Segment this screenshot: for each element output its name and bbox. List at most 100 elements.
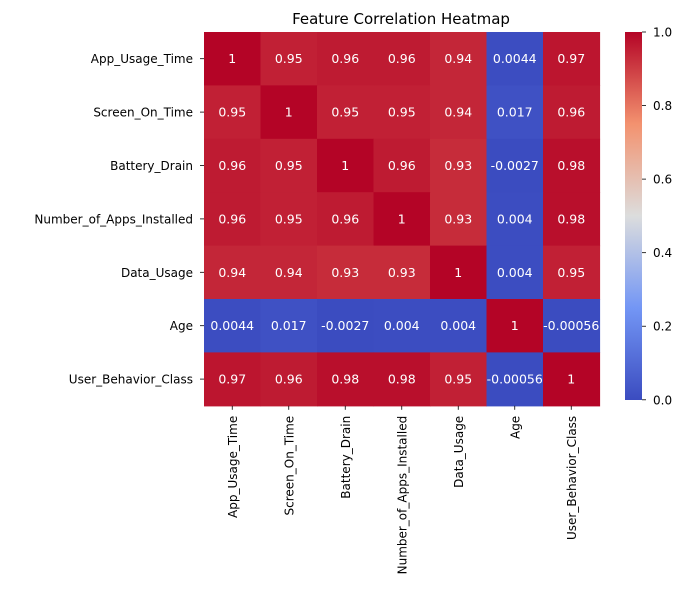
heatmap-cell xyxy=(204,192,262,247)
heatmap-cell xyxy=(486,85,544,140)
heatmap-cell xyxy=(486,138,544,193)
cell-value-label: 0.95 xyxy=(275,158,303,173)
x-tick-label: Screen_On_Time xyxy=(282,416,296,516)
heatmap-cell xyxy=(260,245,318,300)
cell-value-label: 0.96 xyxy=(275,372,303,387)
heatmap-cell xyxy=(260,192,318,247)
cell-value-label: 0.95 xyxy=(275,211,303,226)
heatmap-cell xyxy=(486,352,544,407)
heatmap-cell xyxy=(373,85,431,140)
cell-value-label: 0.95 xyxy=(218,105,246,120)
heatmap-cell xyxy=(543,85,601,140)
cell-value-label: 0.95 xyxy=(444,372,472,387)
heatmap-cell xyxy=(204,245,262,300)
heatmap-cell xyxy=(373,192,431,247)
y-tick-label: Data_Usage xyxy=(121,266,193,280)
cell-value-label: 0.95 xyxy=(388,105,416,120)
cell-value-label: 0.0044 xyxy=(210,318,254,333)
colorbar-tick-label: 0.2 xyxy=(653,320,672,334)
heatmap-cell xyxy=(543,352,601,407)
chart-title: Feature Correlation Heatmap xyxy=(292,10,510,28)
cell-value-label: 0.98 xyxy=(557,158,585,173)
cell-value-label: 0.96 xyxy=(218,211,246,226)
heatmap-cell xyxy=(373,138,431,193)
cell-value-label: 0.98 xyxy=(331,372,359,387)
y-tick-label: Battery_Drain xyxy=(110,159,193,173)
heatmap-cell xyxy=(204,299,262,353)
cell-value-label: 0.96 xyxy=(218,158,246,173)
heatmap-cell xyxy=(430,192,488,247)
heatmap-cell xyxy=(317,85,375,140)
cell-value-label: 0.96 xyxy=(557,105,585,120)
cell-value-label: -0.0027 xyxy=(321,318,369,333)
colorbar-tick-label: 0.8 xyxy=(653,99,672,113)
cell-value-label: 0.94 xyxy=(275,265,303,280)
heatmap-cell xyxy=(486,245,544,300)
cell-value-label: 0.004 xyxy=(384,318,420,333)
cell-value-label: 1 xyxy=(454,265,462,280)
heatmap-cell xyxy=(317,352,375,407)
heatmap-cell xyxy=(373,245,431,300)
cell-value-label: 0.96 xyxy=(388,51,416,66)
cell-value-label: 0.96 xyxy=(331,211,359,226)
colorbar-tick-label: 0.4 xyxy=(653,246,672,260)
cell-value-label: 0.004 xyxy=(497,265,533,280)
column-labels: App_Usage_Time Screen_On_Time Battery_Drai… xyxy=(226,405,579,574)
heatmap-cell xyxy=(204,85,262,140)
heatmap-cell xyxy=(430,85,488,140)
cell-value-label: 0.94 xyxy=(444,51,472,66)
x-tick-label: App_Usage_Time xyxy=(226,416,240,518)
heatmap-cell xyxy=(204,352,262,407)
cell-value-label: 0.98 xyxy=(557,211,585,226)
heatmap-cell xyxy=(543,192,601,247)
colorbar-tick-label: 0.0 xyxy=(653,393,672,407)
heatmap-cell xyxy=(543,299,601,353)
y-tick-label: User_Behavior_Class xyxy=(69,373,193,387)
x-tick-label: User_Behavior_Class xyxy=(565,416,579,540)
heatmap-cell xyxy=(204,138,262,193)
x-tick-label: Battery_Drain xyxy=(339,416,353,499)
cell-value-label: 0.93 xyxy=(444,158,472,173)
cell-value-label: 0.97 xyxy=(557,51,585,66)
cell-value-label: 1 xyxy=(511,318,519,333)
heatmap-cell xyxy=(260,299,318,353)
cell-value-label: 1 xyxy=(398,211,406,226)
cell-value-label: 0.004 xyxy=(497,211,533,226)
cell-value-label: 0.95 xyxy=(331,105,359,120)
cell-value-label: 0.93 xyxy=(388,265,416,280)
heatmap-cell xyxy=(430,245,488,300)
y-tick-label: Age xyxy=(170,319,193,333)
heatmap-cell xyxy=(430,299,488,353)
heatmap-cell xyxy=(317,192,375,247)
cell-value-label: -0.00056 xyxy=(487,372,543,387)
cell-value-label: 0.97 xyxy=(218,372,246,387)
cell-value-label: 0.96 xyxy=(388,158,416,173)
x-tick-label: Data_Usage xyxy=(452,416,466,488)
cell-value-label: 1 xyxy=(228,51,236,66)
colorbar: 0.0 0.2 0.4 0.6 0.8 1.0 xyxy=(625,26,672,407)
heatmap-cell xyxy=(317,138,375,193)
cell-value-label: -0.00056 xyxy=(543,318,599,333)
colorbar-tick-label: 0.6 xyxy=(653,173,672,187)
heatmap-cell xyxy=(543,138,601,193)
cell-value-label: 0.94 xyxy=(218,265,246,280)
heatmap-cell xyxy=(260,32,318,86)
heatmap-cell xyxy=(204,32,262,86)
heatmap-cell xyxy=(373,299,431,353)
heatmap-cell xyxy=(317,245,375,300)
heatmap-cell xyxy=(486,299,544,353)
x-tick-label: Age xyxy=(508,416,522,439)
heatmap-cell xyxy=(486,192,544,247)
y-tick-label: App_Usage_Time xyxy=(91,52,193,66)
heatmap-cell xyxy=(260,352,318,407)
cell-value-label: 0.98 xyxy=(388,372,416,387)
heatmap-cell xyxy=(430,138,488,193)
heatmap-cell xyxy=(543,32,601,86)
cell-value-label: 0.93 xyxy=(444,211,472,226)
y-tick-label: Screen_On_Time xyxy=(93,106,193,120)
y-tick-label: Number_of_Apps_Installed xyxy=(34,212,193,226)
heatmap-cell xyxy=(260,138,318,193)
heatmap-cell xyxy=(373,352,431,407)
cell-value-label: 0.94 xyxy=(444,105,472,120)
row-labels: App_Usage_Time Screen_On_Time Battery_Drai… xyxy=(34,52,204,387)
